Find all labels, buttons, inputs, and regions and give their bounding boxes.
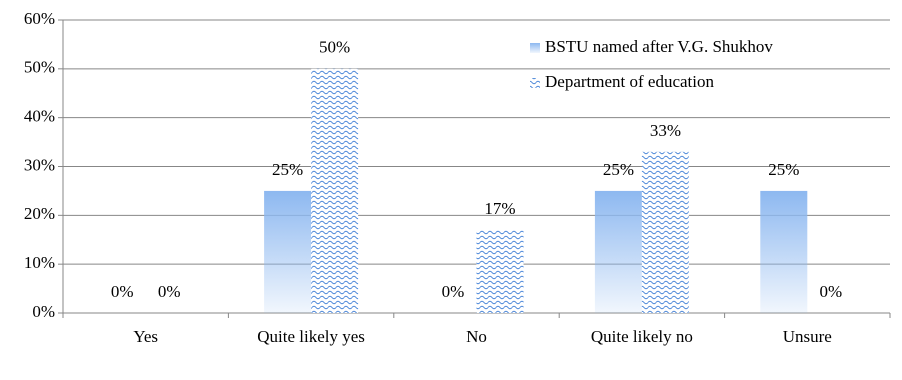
x-tick-label: Unsure [783, 327, 832, 346]
legend-label: Department of education [545, 72, 714, 91]
x-tick-label: Quite likely yes [257, 327, 365, 346]
value-label: 25% [603, 160, 634, 179]
bar [264, 190, 312, 313]
y-tick-label: 50% [24, 58, 55, 77]
value-label: 0% [111, 282, 134, 301]
y-tick-label: 20% [24, 204, 55, 223]
value-label: 25% [272, 160, 303, 179]
y-tick-label: 40% [24, 107, 55, 126]
x-tick-label: Quite likely no [591, 327, 693, 346]
x-tick-label: Yes [133, 327, 158, 346]
value-label: 0% [158, 282, 181, 301]
legend-swatch [530, 43, 540, 53]
bar [760, 190, 808, 313]
value-label: 0% [442, 282, 465, 301]
y-tick-label: 30% [24, 155, 55, 174]
value-label: 25% [768, 160, 799, 179]
bar [641, 151, 689, 313]
value-label: 50% [319, 38, 350, 57]
y-tick-label: 10% [24, 253, 55, 272]
value-label: 0% [819, 282, 842, 301]
legend-swatch [530, 78, 540, 88]
bar [594, 190, 642, 313]
legend-label: BSTU named after V.G. Shukhov [545, 37, 773, 56]
value-label: 33% [650, 121, 681, 140]
bar [476, 229, 524, 313]
y-tick-label: 0% [32, 302, 55, 321]
y-tick-label: 60% [24, 9, 55, 28]
value-label: 17% [484, 199, 515, 218]
bar [311, 68, 359, 313]
x-tick-label: No [466, 327, 487, 346]
